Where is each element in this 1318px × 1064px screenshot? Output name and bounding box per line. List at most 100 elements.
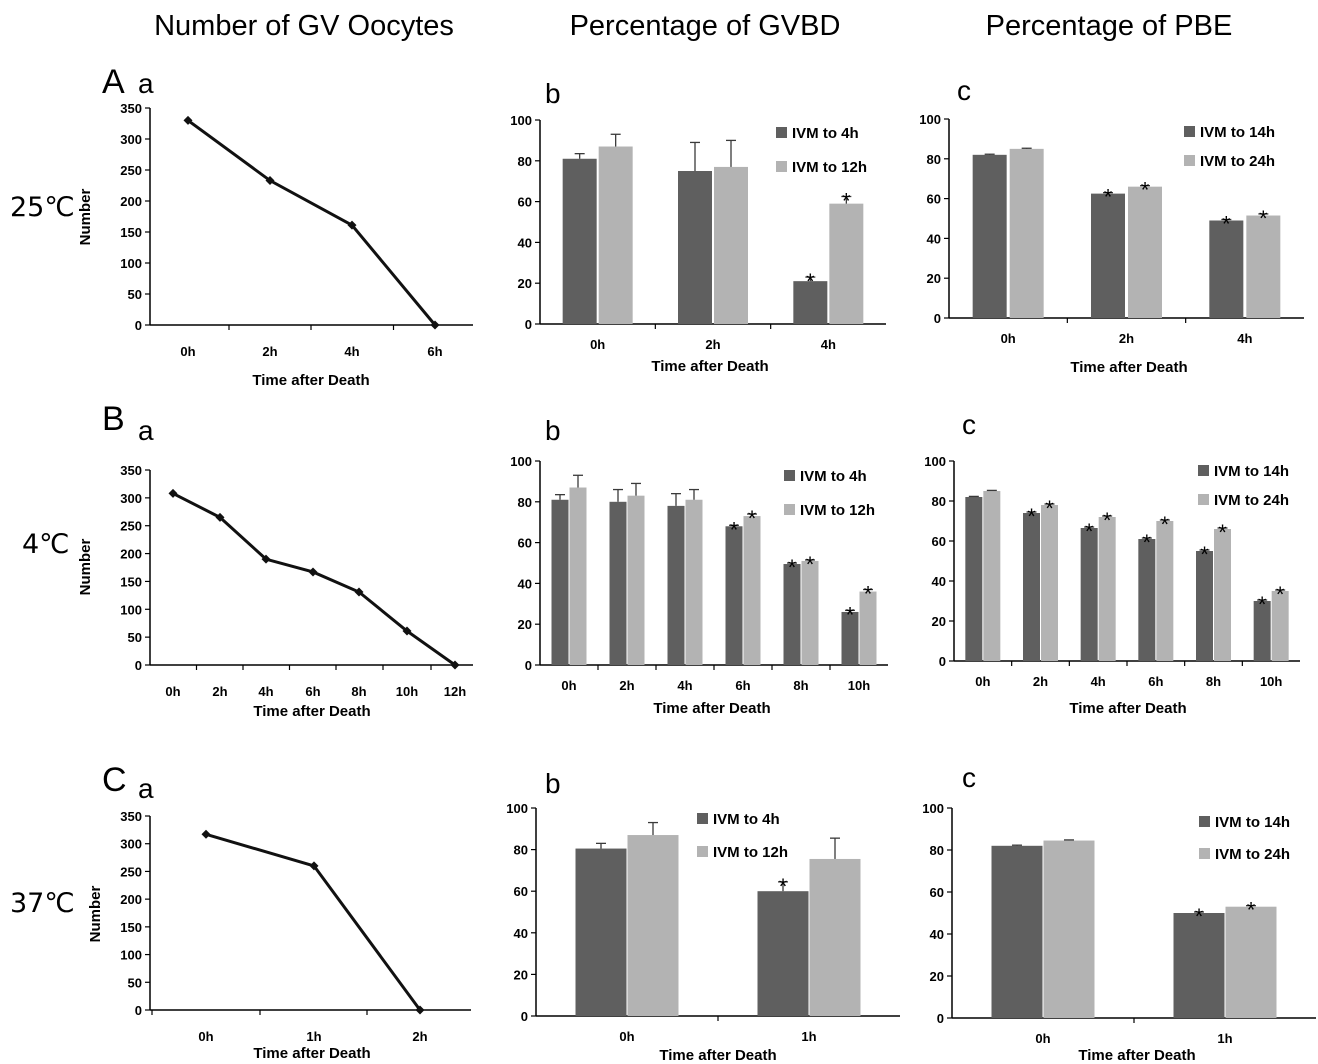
- x-tick-label: 6h: [305, 684, 320, 699]
- y-tick-label: 50: [128, 630, 142, 645]
- bar: [793, 281, 828, 324]
- y-tick-label: 100: [120, 948, 142, 963]
- significance-marker: *: [1085, 519, 1094, 544]
- bar: [627, 495, 645, 665]
- x-tick-label: 12h: [444, 684, 466, 699]
- x-tick-label: 1h: [306, 1029, 321, 1044]
- y-tick-label: 100: [506, 801, 528, 816]
- y-tick-label: 80: [518, 495, 532, 510]
- y-tick-label: 0: [135, 658, 142, 673]
- y-tick-label: 40: [518, 576, 532, 591]
- bar: [965, 497, 983, 661]
- x-tick-label: 2h: [705, 337, 720, 352]
- y-tick-label: 100: [919, 112, 941, 127]
- x-axis-label: Time after Death: [1069, 700, 1186, 717]
- x-tick-label: 1h: [801, 1029, 816, 1044]
- x-tick-label: 0h: [1035, 1031, 1050, 1046]
- data-point-marker: [261, 554, 271, 564]
- x-tick-label: 10h: [848, 678, 870, 693]
- column-header-gvbd: Percentage of GVBD: [570, 10, 841, 42]
- y-tick-label: 150: [120, 225, 142, 240]
- bar: [725, 526, 743, 665]
- y-tick-label: 20: [518, 276, 532, 291]
- bar: [1128, 186, 1162, 318]
- bar: [551, 499, 569, 665]
- panel-c-a: a 0 50 100 150 200 250 300 350 0h 1h 2h Number Time a…: [87, 773, 471, 1062]
- data-point-marker: [415, 1005, 425, 1015]
- significance-marker: *: [779, 874, 788, 899]
- legend-swatch: [697, 813, 708, 824]
- y-tick-label: 350: [120, 463, 142, 478]
- significance-marker: *: [1161, 512, 1170, 537]
- legend-swatch: [1198, 494, 1209, 505]
- y-tick-label: 200: [120, 194, 142, 209]
- bar: [743, 516, 761, 665]
- row-letter-b: B: [102, 400, 125, 438]
- data-point-marker: [430, 320, 440, 330]
- bar: [667, 505, 685, 665]
- y-tick-label: 60: [932, 534, 946, 549]
- legend-entry: IVM to 4h: [713, 811, 780, 828]
- panel-a-b: b 0 20 40 60 80 100 0h 2h 4h * * IVM to 4h IVM to 12h…: [510, 78, 886, 375]
- legend-entry: IVM to 24h: [1215, 846, 1290, 863]
- y-tick-label: 40: [932, 574, 946, 589]
- bar: [829, 203, 864, 324]
- significance-marker: *: [1104, 185, 1113, 210]
- significance-marker: *: [1259, 206, 1268, 231]
- bar: [1209, 220, 1244, 318]
- panel-sublabel: b: [545, 415, 561, 446]
- legend-entry: IVM to 24h: [1214, 492, 1289, 509]
- bar: [983, 491, 1001, 661]
- y-tick-label: 80: [927, 152, 941, 167]
- x-tick-label: 0h: [619, 1029, 634, 1044]
- legend-entry: IVM to 24h: [1200, 153, 1275, 170]
- y-tick-label: 80: [518, 154, 532, 169]
- panel-a-c: c 0 20 40 60 80 100 0h 2h * * 4h * * IVM to 14h IVM to …: [919, 75, 1304, 376]
- bar: [562, 158, 597, 324]
- data-point-marker: [183, 115, 193, 125]
- legend-swatch: [1184, 155, 1195, 166]
- y-tick-label: 20: [518, 617, 532, 632]
- x-tick-label: 0h: [180, 344, 195, 359]
- bar: [991, 845, 1043, 1018]
- y-tick-label: 0: [934, 311, 941, 326]
- bar: [1156, 521, 1174, 661]
- y-tick-label: 80: [514, 843, 528, 858]
- panel-sublabel: c: [957, 75, 971, 106]
- bar: [801, 560, 819, 665]
- panel-sublabel: b: [545, 78, 561, 109]
- y-tick-label: 250: [120, 864, 142, 879]
- x-axis-label: Time after Death: [253, 703, 370, 720]
- bar: [1173, 913, 1225, 1018]
- legend-swatch: [1199, 848, 1210, 859]
- y-tick-label: 20: [930, 969, 944, 984]
- data-point-marker: [309, 861, 319, 871]
- series-line: [187, 119, 437, 326]
- y-tick-label: 300: [120, 837, 142, 852]
- data-point-marker: [308, 567, 318, 577]
- y-tick-label: 350: [120, 101, 142, 116]
- x-axis-label: Time after Death: [651, 358, 768, 375]
- x-tick-label: 0h: [590, 337, 605, 352]
- y-tick-label: 200: [120, 892, 142, 907]
- x-tick-label: 10h: [1260, 674, 1282, 689]
- y-tick-label: 50: [128, 975, 142, 990]
- x-axis-label: Time after Death: [659, 1047, 776, 1064]
- temperature-label-37: 37℃: [10, 888, 75, 919]
- x-tick-label: 0h: [975, 674, 990, 689]
- x-tick-label: 2h: [212, 684, 227, 699]
- bar: [1214, 529, 1231, 661]
- x-tick-label: 0h: [165, 684, 180, 699]
- bar: [609, 501, 627, 665]
- significance-marker: *: [842, 189, 851, 214]
- x-tick-label: 8h: [793, 678, 808, 693]
- x-tick-label: 0h: [1001, 331, 1016, 346]
- y-tick-label: 40: [930, 927, 944, 942]
- bar: [757, 891, 809, 1016]
- legend-swatch: [776, 161, 787, 172]
- panel-sublabel: a: [138, 415, 154, 446]
- y-tick-label: 60: [518, 195, 532, 210]
- panel-b-a: a 0 50 100 150 200 250 300 350 0h 2h 4h 6h 8h 10h 12h Nu…: [77, 415, 473, 720]
- y-tick-label: 300: [120, 132, 142, 147]
- y-tick-label: 0: [135, 318, 142, 333]
